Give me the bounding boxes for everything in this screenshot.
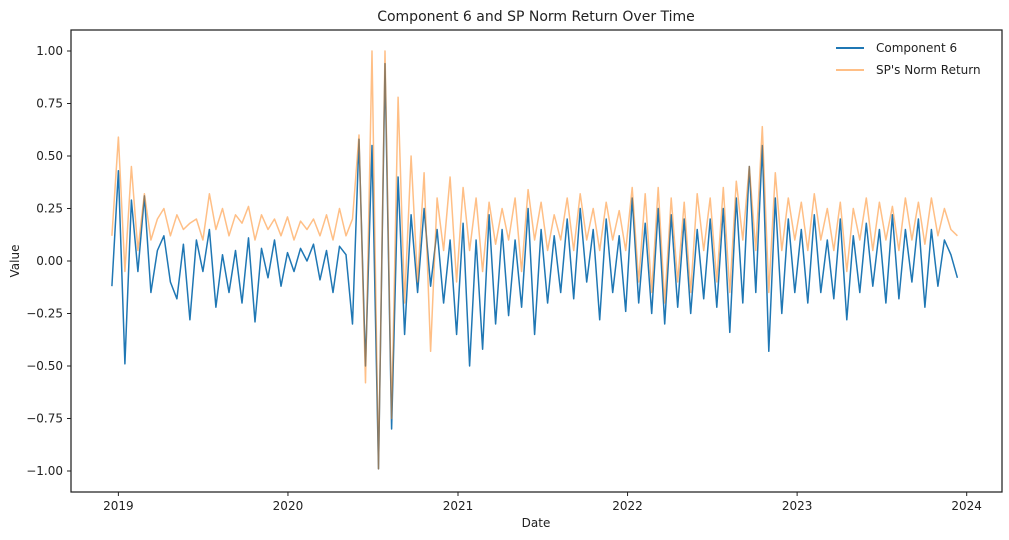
- legend-label-sp-norm-return: SP's Norm Return: [876, 63, 981, 77]
- x-axis-label: Date: [522, 516, 551, 530]
- chart-title: Component 6 and SP Norm Return Over Time: [377, 9, 695, 25]
- y-tick-label: 0.25: [36, 202, 63, 216]
- y-axis-label: Value: [8, 245, 22, 278]
- plot-background: [71, 30, 1002, 492]
- y-tick-label: 0.75: [36, 97, 63, 111]
- x-tick-label: 2019: [103, 499, 134, 513]
- series-layer: [111, 50, 959, 470]
- series-line-sp-s-norm-return: [111, 50, 958, 470]
- x-tick-labels: 2019 2020 2021 2022 2023 2024: [103, 492, 982, 513]
- y-tick-label: 0.50: [36, 149, 63, 163]
- y-tick-labels: 1.00 0.75 0.50 0.25 0.00 −0.25 −0.50 −0.75 −1.00: [26, 44, 71, 478]
- y-tick-label: 0.00: [36, 254, 63, 268]
- x-tick-label: 2022: [612, 499, 643, 513]
- x-tick-label: 2024: [951, 499, 982, 513]
- y-tick-label: −1.00: [26, 464, 63, 478]
- y-tick-label: 1.00: [36, 44, 63, 58]
- x-tick-label: 2023: [782, 499, 813, 513]
- legend-label-component-6: Component 6: [876, 41, 957, 55]
- series-line-component-6: [111, 62, 959, 470]
- x-tick-label: 2020: [273, 499, 304, 513]
- y-tick-label: −0.25: [26, 307, 63, 321]
- x-tick-label: 2021: [443, 499, 474, 513]
- y-tick-label: −0.75: [26, 412, 63, 426]
- legend: Component 6 SP's Norm Return: [836, 41, 981, 77]
- y-tick-label: −0.50: [26, 359, 63, 373]
